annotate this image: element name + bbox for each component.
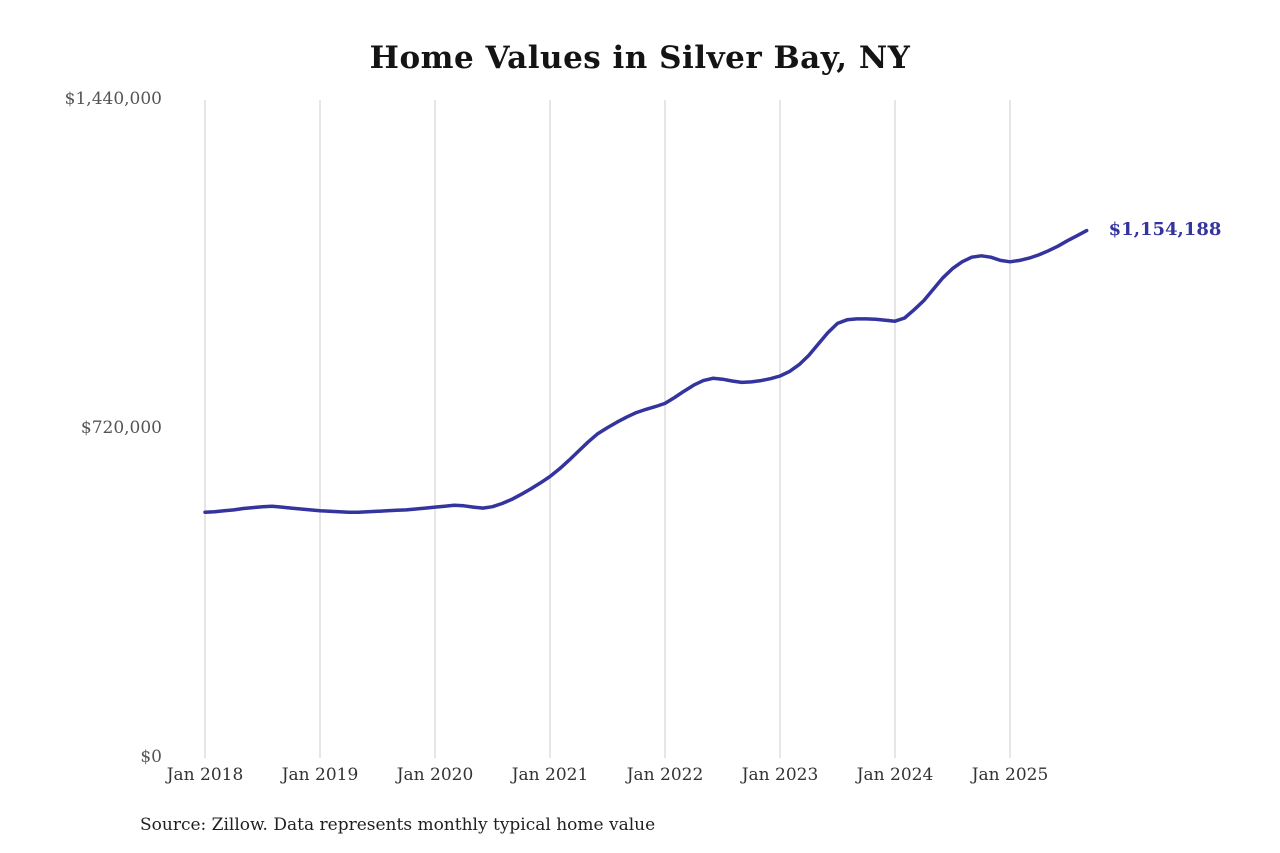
- x-axis-tick-label: Jan 2024: [856, 765, 934, 785]
- source-note: Source: Zillow. Data represents monthly …: [140, 815, 656, 835]
- x-axis-tick-label: Jan 2020: [396, 765, 474, 785]
- current-value-label: $1,154,188: [1108, 218, 1222, 240]
- x-axis-tick-label: Jan 2022: [626, 765, 704, 785]
- y-axis-tick-label: $720,000: [80, 418, 162, 438]
- y-axis-tick-label: $0: [140, 747, 162, 767]
- x-axis-tick-label: Jan 2018: [166, 765, 244, 785]
- x-axis-tick-label: Jan 2021: [511, 765, 589, 785]
- x-axis-tick-label: Jan 2019: [281, 765, 359, 785]
- chart-title: Home Values in Silver Bay, NY: [369, 40, 911, 76]
- x-axis-tick-label: Jan 2023: [741, 765, 819, 785]
- x-axis-tick-label: Jan 2025: [971, 765, 1049, 785]
- series-line: [203, 228, 1089, 514]
- y-axis-tick-label: $1,440,000: [64, 89, 162, 109]
